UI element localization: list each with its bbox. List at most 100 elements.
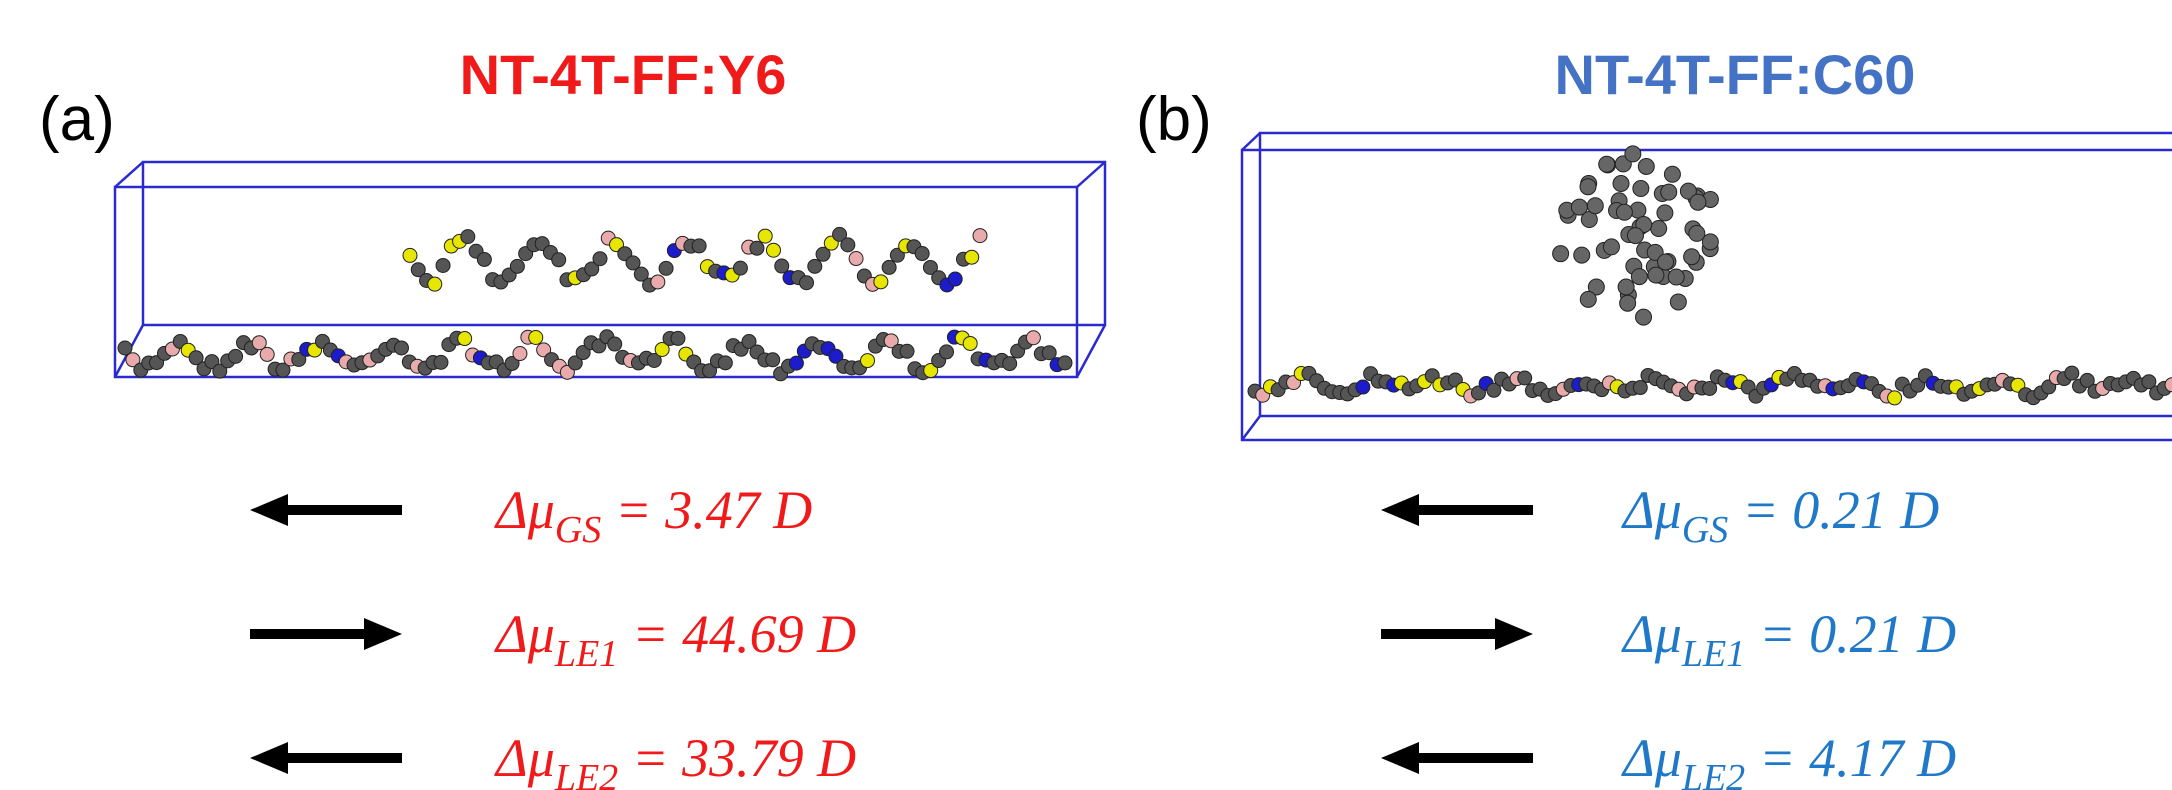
atom [461, 230, 475, 244]
atom [849, 252, 863, 266]
atom [1356, 380, 1370, 394]
atom [659, 261, 673, 275]
rhs: = 0.21 D [1759, 604, 1956, 664]
atom [1668, 269, 1684, 285]
atom [963, 336, 977, 350]
atom [510, 259, 524, 273]
atom [1661, 184, 1677, 200]
atom [1684, 249, 1700, 265]
atom [882, 260, 896, 274]
symbol: Δμ [494, 728, 555, 788]
atom [403, 248, 417, 262]
atom [1648, 267, 1664, 283]
atom [1574, 247, 1590, 263]
molecules [118, 146, 2172, 405]
atom [789, 356, 803, 370]
subscript: GS [1682, 509, 1728, 551]
atom [1042, 346, 1056, 360]
atom [1587, 198, 1603, 214]
panel-title: NT-4T-FF:Y6 [460, 43, 787, 106]
atom [608, 337, 622, 351]
equation: ΔμGS = 3.47 D [494, 480, 812, 551]
atom [1518, 371, 1532, 385]
atom [513, 347, 527, 361]
atom [1670, 294, 1686, 310]
rhs: = 33.79 D [632, 728, 856, 788]
symbol: Δμ [1621, 480, 1682, 540]
atom [1638, 158, 1654, 174]
rhs: = 4.17 D [1759, 728, 1956, 788]
atom [800, 276, 814, 290]
atom [434, 355, 448, 369]
rhs: = 3.47 D [615, 480, 812, 540]
atom [1651, 221, 1667, 237]
atom [766, 353, 780, 367]
equation: ΔμLE1 = 0.21 D [1621, 604, 1956, 675]
atom [1664, 166, 1680, 182]
atom [428, 277, 442, 291]
atom [1620, 295, 1636, 311]
atom [552, 253, 566, 267]
arrow [250, 742, 402, 774]
atom [1580, 179, 1596, 195]
atom [766, 243, 780, 257]
atom [1636, 309, 1652, 325]
atom [1571, 199, 1587, 215]
equation: ΔμLE1= 44.69 D [494, 604, 856, 675]
symbol: Δμ [494, 480, 555, 540]
subscript: LE1 [1681, 633, 1745, 675]
atom [915, 247, 929, 261]
atom [874, 275, 888, 289]
atom [671, 331, 685, 345]
atom [973, 229, 987, 243]
rhs: = 0.21 D [1742, 480, 1939, 540]
atom [118, 341, 132, 355]
atom [593, 252, 607, 266]
atom [1603, 239, 1619, 255]
figure: (a)NT-4T-FF:Y6ΔμGS= 3.47 DΔμLE1= 44.69 D… [0, 0, 2172, 790]
panel-label: (a) [39, 85, 115, 154]
atom [477, 252, 491, 266]
atom [458, 332, 472, 346]
subscript: LE2 [554, 757, 618, 790]
atom [1026, 331, 1040, 345]
atom [394, 341, 408, 355]
atom [1553, 246, 1569, 262]
atom [1618, 279, 1634, 295]
atom [808, 259, 822, 273]
atom [1689, 225, 1705, 241]
atom [940, 345, 954, 359]
atom [529, 331, 543, 345]
atom [692, 239, 706, 253]
atom [1627, 228, 1643, 244]
atom [948, 272, 962, 286]
atom [2065, 366, 2079, 380]
arrow [250, 494, 402, 526]
symbol: Δμ [1621, 728, 1682, 788]
atom [1888, 391, 1902, 405]
arrow [250, 618, 402, 650]
atom [750, 241, 764, 255]
atom [733, 261, 747, 275]
atom [1633, 381, 1647, 395]
panel-title: NT-4T-FF:C60 [1555, 43, 1916, 106]
atom [1690, 194, 1706, 210]
atom [1631, 269, 1647, 285]
atom [1625, 146, 1641, 162]
atom [1003, 357, 1017, 371]
arrow [1381, 618, 1533, 650]
arrow [1381, 742, 1533, 774]
atom [861, 354, 875, 368]
atom [718, 356, 732, 370]
atom [1616, 204, 1632, 220]
atom [900, 344, 914, 358]
atom [758, 229, 772, 243]
subscript: GS [555, 509, 601, 551]
subscript: LE2 [1681, 757, 1745, 790]
atom [651, 275, 665, 289]
equation: ΔμGS = 0.21 D [1621, 480, 1939, 551]
symbol: Δμ [1621, 604, 1682, 664]
atom [1058, 356, 1072, 370]
atom [260, 347, 274, 361]
subscript: LE1 [554, 633, 618, 675]
